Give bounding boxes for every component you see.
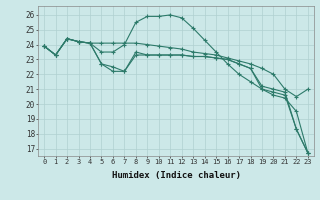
- X-axis label: Humidex (Indice chaleur): Humidex (Indice chaleur): [111, 171, 241, 180]
